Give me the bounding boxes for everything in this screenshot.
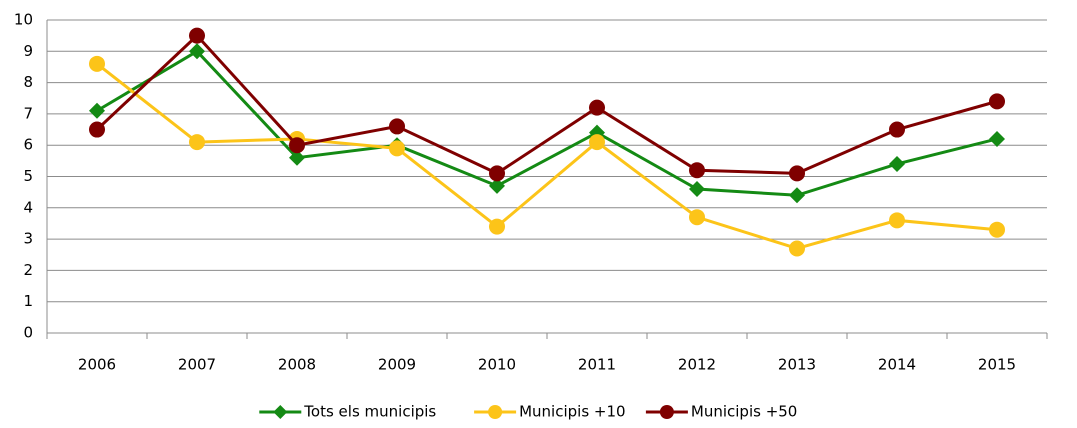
legend-label: Municipis +50 xyxy=(691,403,797,421)
series-line xyxy=(96,62,998,251)
y-tick-label: 5 xyxy=(23,167,33,185)
x-tick-label: 2009 xyxy=(378,356,416,374)
marker xyxy=(89,102,105,119)
series-line xyxy=(96,49,998,197)
x-tick-label: 2010 xyxy=(478,356,516,374)
marker xyxy=(689,209,705,226)
y-tick-label: 7 xyxy=(23,104,33,122)
marker xyxy=(389,140,405,157)
marker xyxy=(189,134,205,151)
y-tick-label: 1 xyxy=(23,292,33,310)
legend-marker xyxy=(273,405,288,419)
marker xyxy=(889,121,905,138)
legend-label: Tots els municipis xyxy=(303,403,436,421)
marker xyxy=(989,93,1005,110)
marker xyxy=(489,218,505,235)
marker xyxy=(989,130,1005,147)
marker xyxy=(189,43,205,60)
marker xyxy=(489,177,505,194)
marker xyxy=(289,149,305,166)
legend-label: Municipis +10 xyxy=(519,403,625,421)
y-tick-label: 4 xyxy=(23,198,33,216)
marker xyxy=(489,165,505,182)
marker xyxy=(189,27,205,44)
marker xyxy=(789,165,805,182)
y-tick-label: 3 xyxy=(23,230,33,248)
x-tick-label: 2013 xyxy=(778,356,816,374)
x-tick-label: 2012 xyxy=(678,356,716,374)
y-tick-label: 10 xyxy=(14,11,33,29)
legend-marker xyxy=(659,405,674,419)
y-tick-label: 6 xyxy=(23,136,33,154)
y-tick-label: 8 xyxy=(23,73,33,91)
x-tick-label: 2007 xyxy=(178,356,216,374)
x-tick-label: 2011 xyxy=(578,356,616,374)
marker xyxy=(289,137,305,154)
marker xyxy=(889,155,905,172)
marker xyxy=(689,181,705,198)
marker xyxy=(989,221,1005,238)
x-tick-label: 2014 xyxy=(878,356,916,374)
marker xyxy=(89,121,105,138)
marker xyxy=(789,187,805,204)
marker xyxy=(389,118,405,135)
marker xyxy=(689,162,705,179)
series-line xyxy=(95,33,998,176)
marker xyxy=(789,240,805,257)
y-tick-label: 0 xyxy=(23,324,33,342)
y-tick-label: 2 xyxy=(23,261,33,279)
x-tick-label: 2015 xyxy=(978,356,1016,374)
marker xyxy=(589,99,605,116)
x-tick-label: 2006 xyxy=(78,356,116,374)
marker xyxy=(589,134,605,151)
legend-marker xyxy=(488,405,503,419)
x-tick-label: 2008 xyxy=(278,356,316,374)
marker xyxy=(889,212,905,229)
y-tick-label: 9 xyxy=(23,42,33,60)
marker xyxy=(89,55,105,72)
